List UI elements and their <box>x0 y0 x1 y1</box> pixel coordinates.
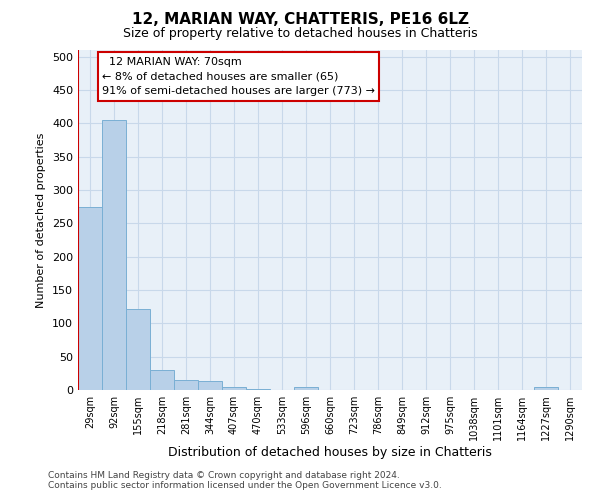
Bar <box>222 388 246 390</box>
Text: 12, MARIAN WAY, CHATTERIS, PE16 6LZ: 12, MARIAN WAY, CHATTERIS, PE16 6LZ <box>131 12 469 28</box>
Text: Size of property relative to detached houses in Chatteris: Size of property relative to detached ho… <box>122 28 478 40</box>
Bar <box>534 388 558 390</box>
Bar <box>294 388 318 390</box>
Y-axis label: Number of detached properties: Number of detached properties <box>37 132 46 308</box>
Text: 12 MARIAN WAY: 70sqm  
← 8% of detached houses are smaller (65)
91% of semi-deta: 12 MARIAN WAY: 70sqm ← 8% of detached ho… <box>102 56 375 96</box>
Bar <box>126 308 150 390</box>
Bar <box>150 370 174 390</box>
Bar <box>198 380 222 390</box>
Bar <box>246 388 270 390</box>
Bar <box>102 120 126 390</box>
Bar <box>78 206 102 390</box>
Bar <box>174 380 198 390</box>
Text: Contains HM Land Registry data © Crown copyright and database right 2024.
Contai: Contains HM Land Registry data © Crown c… <box>48 470 442 490</box>
X-axis label: Distribution of detached houses by size in Chatteris: Distribution of detached houses by size … <box>168 446 492 459</box>
